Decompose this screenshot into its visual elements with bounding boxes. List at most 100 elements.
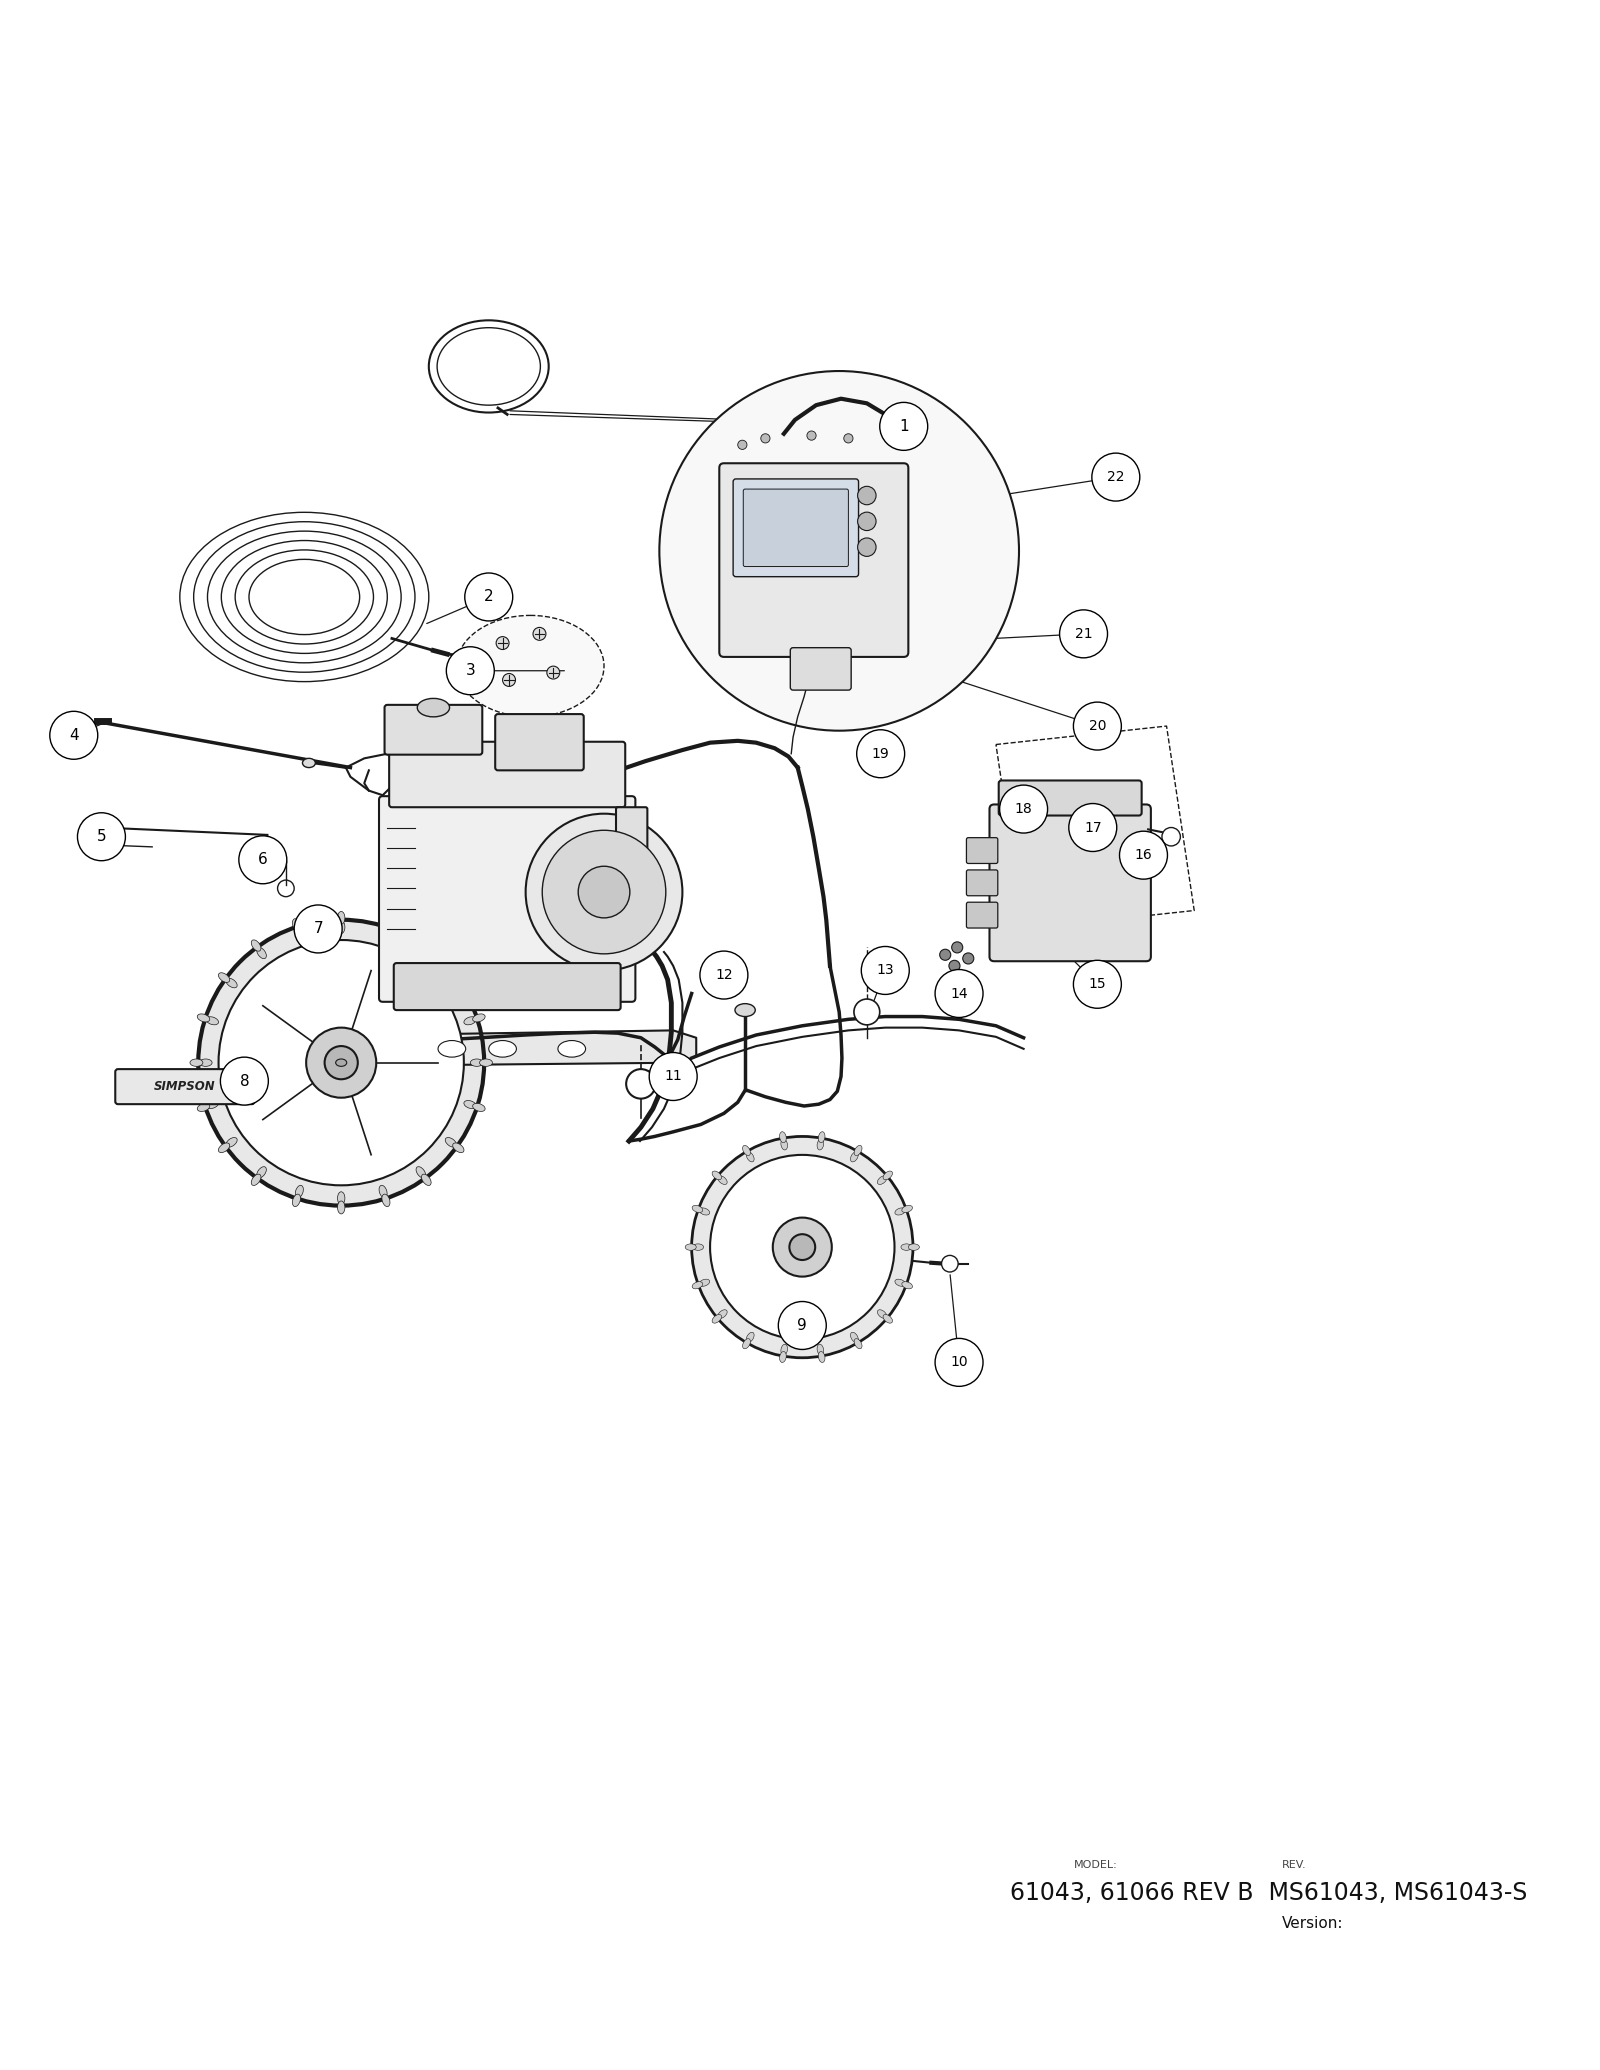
FancyBboxPatch shape: [496, 714, 584, 770]
Ellipse shape: [470, 1060, 483, 1066]
Circle shape: [773, 1217, 832, 1277]
Circle shape: [1091, 453, 1139, 501]
Ellipse shape: [336, 1060, 347, 1066]
FancyBboxPatch shape: [720, 464, 909, 656]
Circle shape: [934, 1339, 982, 1387]
Circle shape: [294, 905, 342, 952]
Ellipse shape: [453, 973, 464, 983]
Text: 8: 8: [240, 1074, 250, 1089]
Circle shape: [843, 435, 853, 443]
Circle shape: [1069, 803, 1117, 851]
Ellipse shape: [712, 1314, 722, 1323]
FancyBboxPatch shape: [379, 797, 635, 1002]
Ellipse shape: [699, 1279, 710, 1285]
Ellipse shape: [453, 1143, 464, 1153]
Ellipse shape: [851, 1151, 858, 1161]
Ellipse shape: [894, 1279, 906, 1285]
Circle shape: [650, 1052, 698, 1101]
Ellipse shape: [219, 1143, 230, 1153]
Ellipse shape: [421, 940, 430, 952]
Ellipse shape: [421, 1174, 430, 1186]
Ellipse shape: [256, 948, 266, 958]
Circle shape: [738, 441, 747, 449]
Circle shape: [861, 946, 909, 994]
Circle shape: [502, 673, 515, 687]
Text: 15: 15: [1088, 977, 1106, 992]
Text: REV.: REV.: [1282, 1861, 1307, 1869]
Ellipse shape: [379, 927, 387, 940]
Ellipse shape: [851, 1333, 858, 1343]
Ellipse shape: [746, 1333, 754, 1343]
Ellipse shape: [445, 979, 456, 987]
Ellipse shape: [742, 1339, 750, 1350]
Polygon shape: [360, 1031, 696, 1066]
Ellipse shape: [693, 1244, 704, 1250]
Ellipse shape: [693, 1281, 702, 1290]
Circle shape: [691, 1136, 914, 1358]
Circle shape: [578, 865, 630, 917]
Ellipse shape: [746, 1151, 754, 1161]
Text: 22: 22: [1107, 470, 1125, 484]
Text: 4: 4: [69, 729, 78, 743]
Ellipse shape: [293, 1194, 301, 1207]
Circle shape: [542, 830, 666, 954]
FancyBboxPatch shape: [744, 489, 848, 567]
Ellipse shape: [418, 698, 450, 716]
Ellipse shape: [734, 1004, 755, 1016]
Ellipse shape: [909, 1244, 920, 1250]
Circle shape: [1059, 611, 1107, 658]
Ellipse shape: [818, 1138, 824, 1151]
Ellipse shape: [464, 1101, 477, 1110]
Circle shape: [939, 950, 950, 960]
Text: 20: 20: [1088, 718, 1106, 733]
Text: 6: 6: [258, 853, 267, 867]
Ellipse shape: [779, 1352, 786, 1362]
Ellipse shape: [718, 1310, 726, 1319]
Circle shape: [880, 402, 928, 451]
Text: 3: 3: [466, 662, 475, 679]
Polygon shape: [995, 727, 1194, 929]
Circle shape: [858, 538, 877, 557]
FancyBboxPatch shape: [389, 741, 626, 807]
Ellipse shape: [781, 1343, 787, 1356]
Ellipse shape: [190, 1060, 203, 1066]
Ellipse shape: [472, 1103, 485, 1112]
Circle shape: [221, 1058, 269, 1105]
Circle shape: [496, 638, 509, 650]
FancyBboxPatch shape: [966, 838, 998, 863]
Circle shape: [856, 731, 904, 778]
FancyBboxPatch shape: [394, 963, 621, 1010]
Ellipse shape: [480, 1060, 493, 1066]
Text: 2: 2: [483, 590, 493, 604]
Ellipse shape: [712, 1172, 722, 1180]
Ellipse shape: [456, 615, 605, 716]
Text: 21: 21: [1075, 627, 1093, 642]
Circle shape: [963, 952, 974, 965]
Circle shape: [50, 712, 98, 760]
FancyBboxPatch shape: [616, 807, 648, 876]
Bar: [83, 820, 104, 834]
Ellipse shape: [296, 1186, 304, 1199]
Circle shape: [659, 371, 1019, 731]
Ellipse shape: [894, 1209, 906, 1215]
FancyBboxPatch shape: [733, 478, 859, 578]
Circle shape: [626, 1068, 656, 1099]
Ellipse shape: [382, 1194, 390, 1207]
Ellipse shape: [742, 1145, 750, 1155]
Circle shape: [934, 969, 982, 1018]
Ellipse shape: [818, 1352, 826, 1362]
Text: 7: 7: [314, 921, 323, 936]
Ellipse shape: [445, 1138, 456, 1147]
Circle shape: [547, 667, 560, 679]
FancyBboxPatch shape: [998, 780, 1142, 816]
Circle shape: [806, 431, 816, 441]
Circle shape: [778, 1302, 826, 1350]
Text: MODEL:: MODEL:: [1074, 1861, 1118, 1869]
Circle shape: [533, 627, 546, 640]
Circle shape: [198, 919, 485, 1205]
Ellipse shape: [902, 1281, 912, 1290]
Circle shape: [325, 1045, 358, 1078]
Ellipse shape: [472, 1014, 485, 1023]
Ellipse shape: [779, 1132, 786, 1143]
Text: 12: 12: [715, 969, 733, 981]
